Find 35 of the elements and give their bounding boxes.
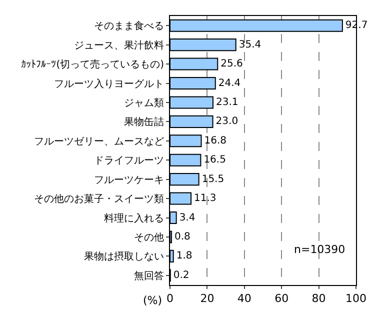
data-label: 11.3 <box>194 193 216 204</box>
y-tick-label: フルーツ入りヨーグルト <box>54 78 164 90</box>
y-tick-label: 果物缶詰 <box>124 116 164 128</box>
data-label: 35.4 <box>238 39 262 50</box>
y-tick-label: フルーツケーキ <box>94 174 164 186</box>
y-tick-label: その他 <box>134 231 164 244</box>
x-tick-label: 0 <box>166 292 174 306</box>
x-tick-label: 100 <box>346 292 366 306</box>
y-tick-label: 無回答 <box>134 270 164 282</box>
data-label: 16.8 <box>204 135 227 146</box>
data-label: 0.2 <box>173 270 190 281</box>
y-tick-label: ジャム類 <box>124 96 164 109</box>
data-label: 0.8 <box>174 231 190 242</box>
y-tick-label: 果物は摂取しない <box>84 250 164 263</box>
x-tick-label: 60 <box>274 292 289 306</box>
data-label: 23.0 <box>216 116 238 128</box>
x-tick-label: 20 <box>200 292 214 306</box>
data-label: 24.4 <box>218 78 241 89</box>
y-tick-label: その他のお菓子・スイーツ類 <box>34 193 164 206</box>
data-label: 15.5 <box>202 174 224 185</box>
y-tick-label: ドライフルーツ <box>94 156 164 167</box>
data-label: 1.8 <box>176 250 192 262</box>
y-tick-label: ジュース、果汁飲料 <box>74 39 164 52</box>
y-tick-label: フルーツゼリー、ムースなど <box>34 136 164 148</box>
x-tick-label: 80 <box>312 292 326 306</box>
annotation: n=10390 <box>294 243 346 256</box>
data-label: 23.1 <box>216 96 238 108</box>
x-axis-title: (%) <box>143 294 162 307</box>
data-label: 16.5 <box>204 154 226 166</box>
data-label: 3.4 <box>179 212 196 224</box>
data-label: 25.6 <box>220 58 243 70</box>
y-tick-label: 料理に入れる <box>104 212 164 224</box>
y-tick-label: そのまま食べる <box>94 20 164 32</box>
y-tick-label: ｶｯﾄﾌﾙｰﾂ(切って売っているもの) <box>21 58 164 71</box>
x-tick-label: 40 <box>237 292 252 306</box>
